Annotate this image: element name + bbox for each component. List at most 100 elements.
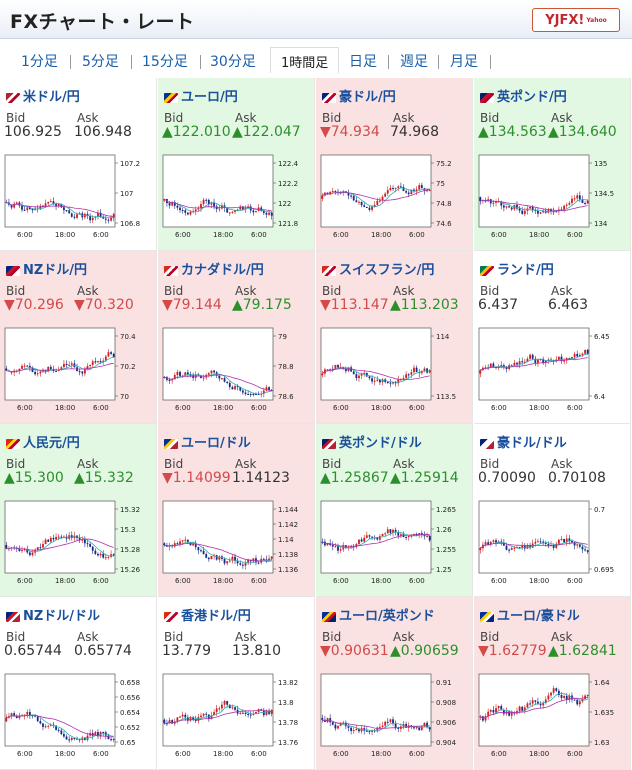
candlestick-chart[interactable]: 135 134.5 134 6:00 18:00 6:00 [477,153,627,243]
y-tick-label: 78.6 [278,393,294,401]
yjfx-logo[interactable]: YJFX! Yahoo [532,8,620,32]
bid-value: 0.65744 [4,643,62,659]
pair-name[interactable]: カナダドル/円 [164,259,264,278]
candlestick-chart[interactable]: 1.265 1.26 1.255 1.25 6:00 18:00 6:00 [319,499,469,589]
x-tick-label: 6:00 [175,577,191,585]
candle-body [5,368,8,371]
pair-label: NZドル/円 [23,263,88,278]
pair-name[interactable]: 英ポンド/円 [480,86,567,105]
pair-card[interactable]: 豪ドル/円 Bid Ask ▼74.934 74.968 75.2 75 74.8 7… [316,78,473,251]
pair-card[interactable]: ユーロ/円 Bid Ask ▲122.010 ▲122.047 122.4 122… [158,78,315,251]
candlestick-chart[interactable]: 114 113.5 6:00 18:00 6:00 [319,326,469,416]
tab-5min[interactable]: 5分足 [82,54,119,70]
candlestick-chart[interactable]: 70.4 70.2 70 6:00 18:00 6:00 [3,326,153,416]
pair-card[interactable]: 英ポンド/ドル Bid Ask ▲1.25867 ▲1.25914 1.265 1… [316,424,473,597]
candlestick-chart[interactable]: 0.91 0.908 0.906 0.904 6:00 18:00 6:00 [319,672,469,762]
candlestick-chart[interactable]: 13.82 13.8 13.78 13.76 6:00 18:00 6:00 [161,672,311,762]
candle-body [70,737,73,740]
pair-card[interactable]: NZドル/ドル Bid Ask 0.65744 0.65774 0.658 0.6… [0,597,157,770]
tab-monthly[interactable]: 月足 [450,54,478,70]
candle-body [47,201,50,204]
pair-name[interactable]: ユーロ/円 [164,86,238,105]
candle-body [78,537,81,540]
ma-long-line [480,199,588,212]
pair-card[interactable]: 豪ドル/ドル Bid Ask 0.70090 0.70108 0.7 0.695 6… [474,424,631,597]
tab-1hour[interactable]: 1時間足 [270,47,340,73]
candle-body [39,721,42,724]
pair-card[interactable]: ランド/円 Bid Ask 6.437 6.463 6.45 6.4 6:00 18:… [474,251,631,424]
pair-label: 豪ドル/円 [339,90,396,105]
candle-body [358,728,360,732]
candle-body [513,547,516,549]
tab-15min[interactable]: 15分足 [142,54,188,70]
candlestick-chart[interactable]: 1.144 1.142 1.14 1.138 1.136 6:00 18:00 6:00 [161,499,311,589]
pair-card[interactable]: 米ドル/円 Bid Ask 106.925 106.948 107.2 107 10… [0,78,157,251]
candle-body [526,358,529,362]
candlestick-chart[interactable]: 6.45 6.4 6:00 18:00 6:00 [477,326,627,416]
candle-body [321,195,324,199]
bid-label: Bid [322,284,342,298]
candlestick-chart[interactable]: 75.2 75 74.8 74.6 6:00 18:00 6:00 [319,153,469,243]
candle-body [392,382,394,384]
candle-body [99,361,102,363]
candlestick-chart[interactable]: 122.4 122.2 122 121.8 6:00 18:00 6:00 [161,153,311,243]
candle-body [241,712,244,714]
candle-body [563,696,566,698]
pair-name[interactable]: ユーロ/豪ドル [480,605,580,624]
ma-long-line [6,715,114,738]
ma-short-line [322,367,430,383]
pair-name[interactable]: NZドル/ドル [6,605,100,624]
candlestick-chart[interactable]: 107.2 107 106.8 6:00 18:00 6:00 [3,153,153,243]
candle-body [218,208,221,210]
candle-body [386,382,389,384]
pair-name[interactable]: NZドル/円 [6,259,87,278]
pair-card[interactable]: ユーロ/英ポンド Bid Ask ▼0.90631 ▲0.90659 0.91 0… [316,597,473,770]
candle-body [257,709,260,712]
x-tick-label: 6:00 [175,231,191,239]
candle-body [213,370,215,373]
candle-body [94,361,97,363]
y-tick-label: 75.2 [436,160,452,168]
candle-body [36,716,39,722]
pair-card[interactable]: 香港ドル/円 Bid Ask 13.779 13.810 13.82 13.8 13… [158,597,315,770]
pair-card[interactable]: 人民元/円 Bid Ask ▲15.300 ▲15.332 15.32 15.3 1… [0,424,157,597]
ask-label: Ask [77,457,99,471]
pair-name[interactable]: 豪ドル/ドル [480,432,567,451]
pair-name[interactable]: ランド/円 [480,259,554,278]
candlestick-chart[interactable]: 0.7 0.695 6:00 18:00 6:00 [477,499,627,589]
candlestick-chart[interactable]: 1.64 1.635 1.63 6:00 18:00 6:00 [477,672,627,762]
pair-name[interactable]: スイスフラン/円 [322,259,434,278]
pair-card[interactable]: ユーロ/豪ドル Bid Ask ▼1.62779 ▲1.62841 1.64 1.… [474,597,631,770]
pair-name[interactable]: 米ドル/円 [6,86,80,105]
candle-body [326,192,329,195]
candlestick-chart[interactable]: 79 78.8 78.6 6:00 18:00 6:00 [161,326,311,416]
candle-body [352,730,355,732]
x-tick-label: 6:00 [409,404,425,412]
pair-name[interactable]: 豪ドル/円 [322,86,396,105]
pair-card[interactable]: NZドル/円 Bid Ask ▼70.296 ▼70.320 70.4 70.2 7… [0,251,157,424]
pair-card[interactable]: 英ポンド/円 Bid Ask ▲134.563 ▲134.640 135 134.… [474,78,631,251]
page-header: FXチャート・レート YJFX! Yahoo [0,0,632,39]
candle-body [557,356,560,360]
candle-body [563,538,566,543]
pair-name[interactable]: 香港ドル/円 [164,605,251,624]
tab-weekly[interactable]: 週足 [400,54,428,70]
candle-body [76,214,78,218]
eu-us-flag-icon [164,438,178,449]
candlestick-chart[interactable]: 0.658 0.656 0.654 0.652 0.65 6:00 18:00 6:00 [3,672,153,762]
tab-30min[interactable]: 30分足 [210,54,256,70]
pair-name[interactable]: 人民元/円 [6,432,80,451]
candlestick-chart[interactable]: 15.32 15.3 15.28 15.26 6:00 18:00 6:00 [3,499,153,589]
candle-body [415,367,418,373]
bid-value: ▲15.300 [4,470,64,486]
pair-name[interactable]: ユーロ/ドル [164,432,251,451]
pair-name[interactable]: ユーロ/英ポンド [322,605,435,624]
pair-card[interactable]: カナダドル/円 Bid Ask ▼79.144 ▲79.175 79 78.8 78… [158,251,315,424]
tab-1min[interactable]: 1分足 [21,54,58,70]
candle-body [376,537,379,540]
tab-daily[interactable]: 日足 [349,54,377,70]
candle-body [518,547,521,549]
pair-card[interactable]: スイスフラン/円 Bid Ask ▼113.147 ▲113.203 114 11… [316,251,473,424]
pair-name[interactable]: 英ポンド/ドル [322,432,422,451]
pair-card[interactable]: ユーロ/ドル Bid Ask ▼1.14099 1.14123 1.144 1.1… [158,424,315,597]
